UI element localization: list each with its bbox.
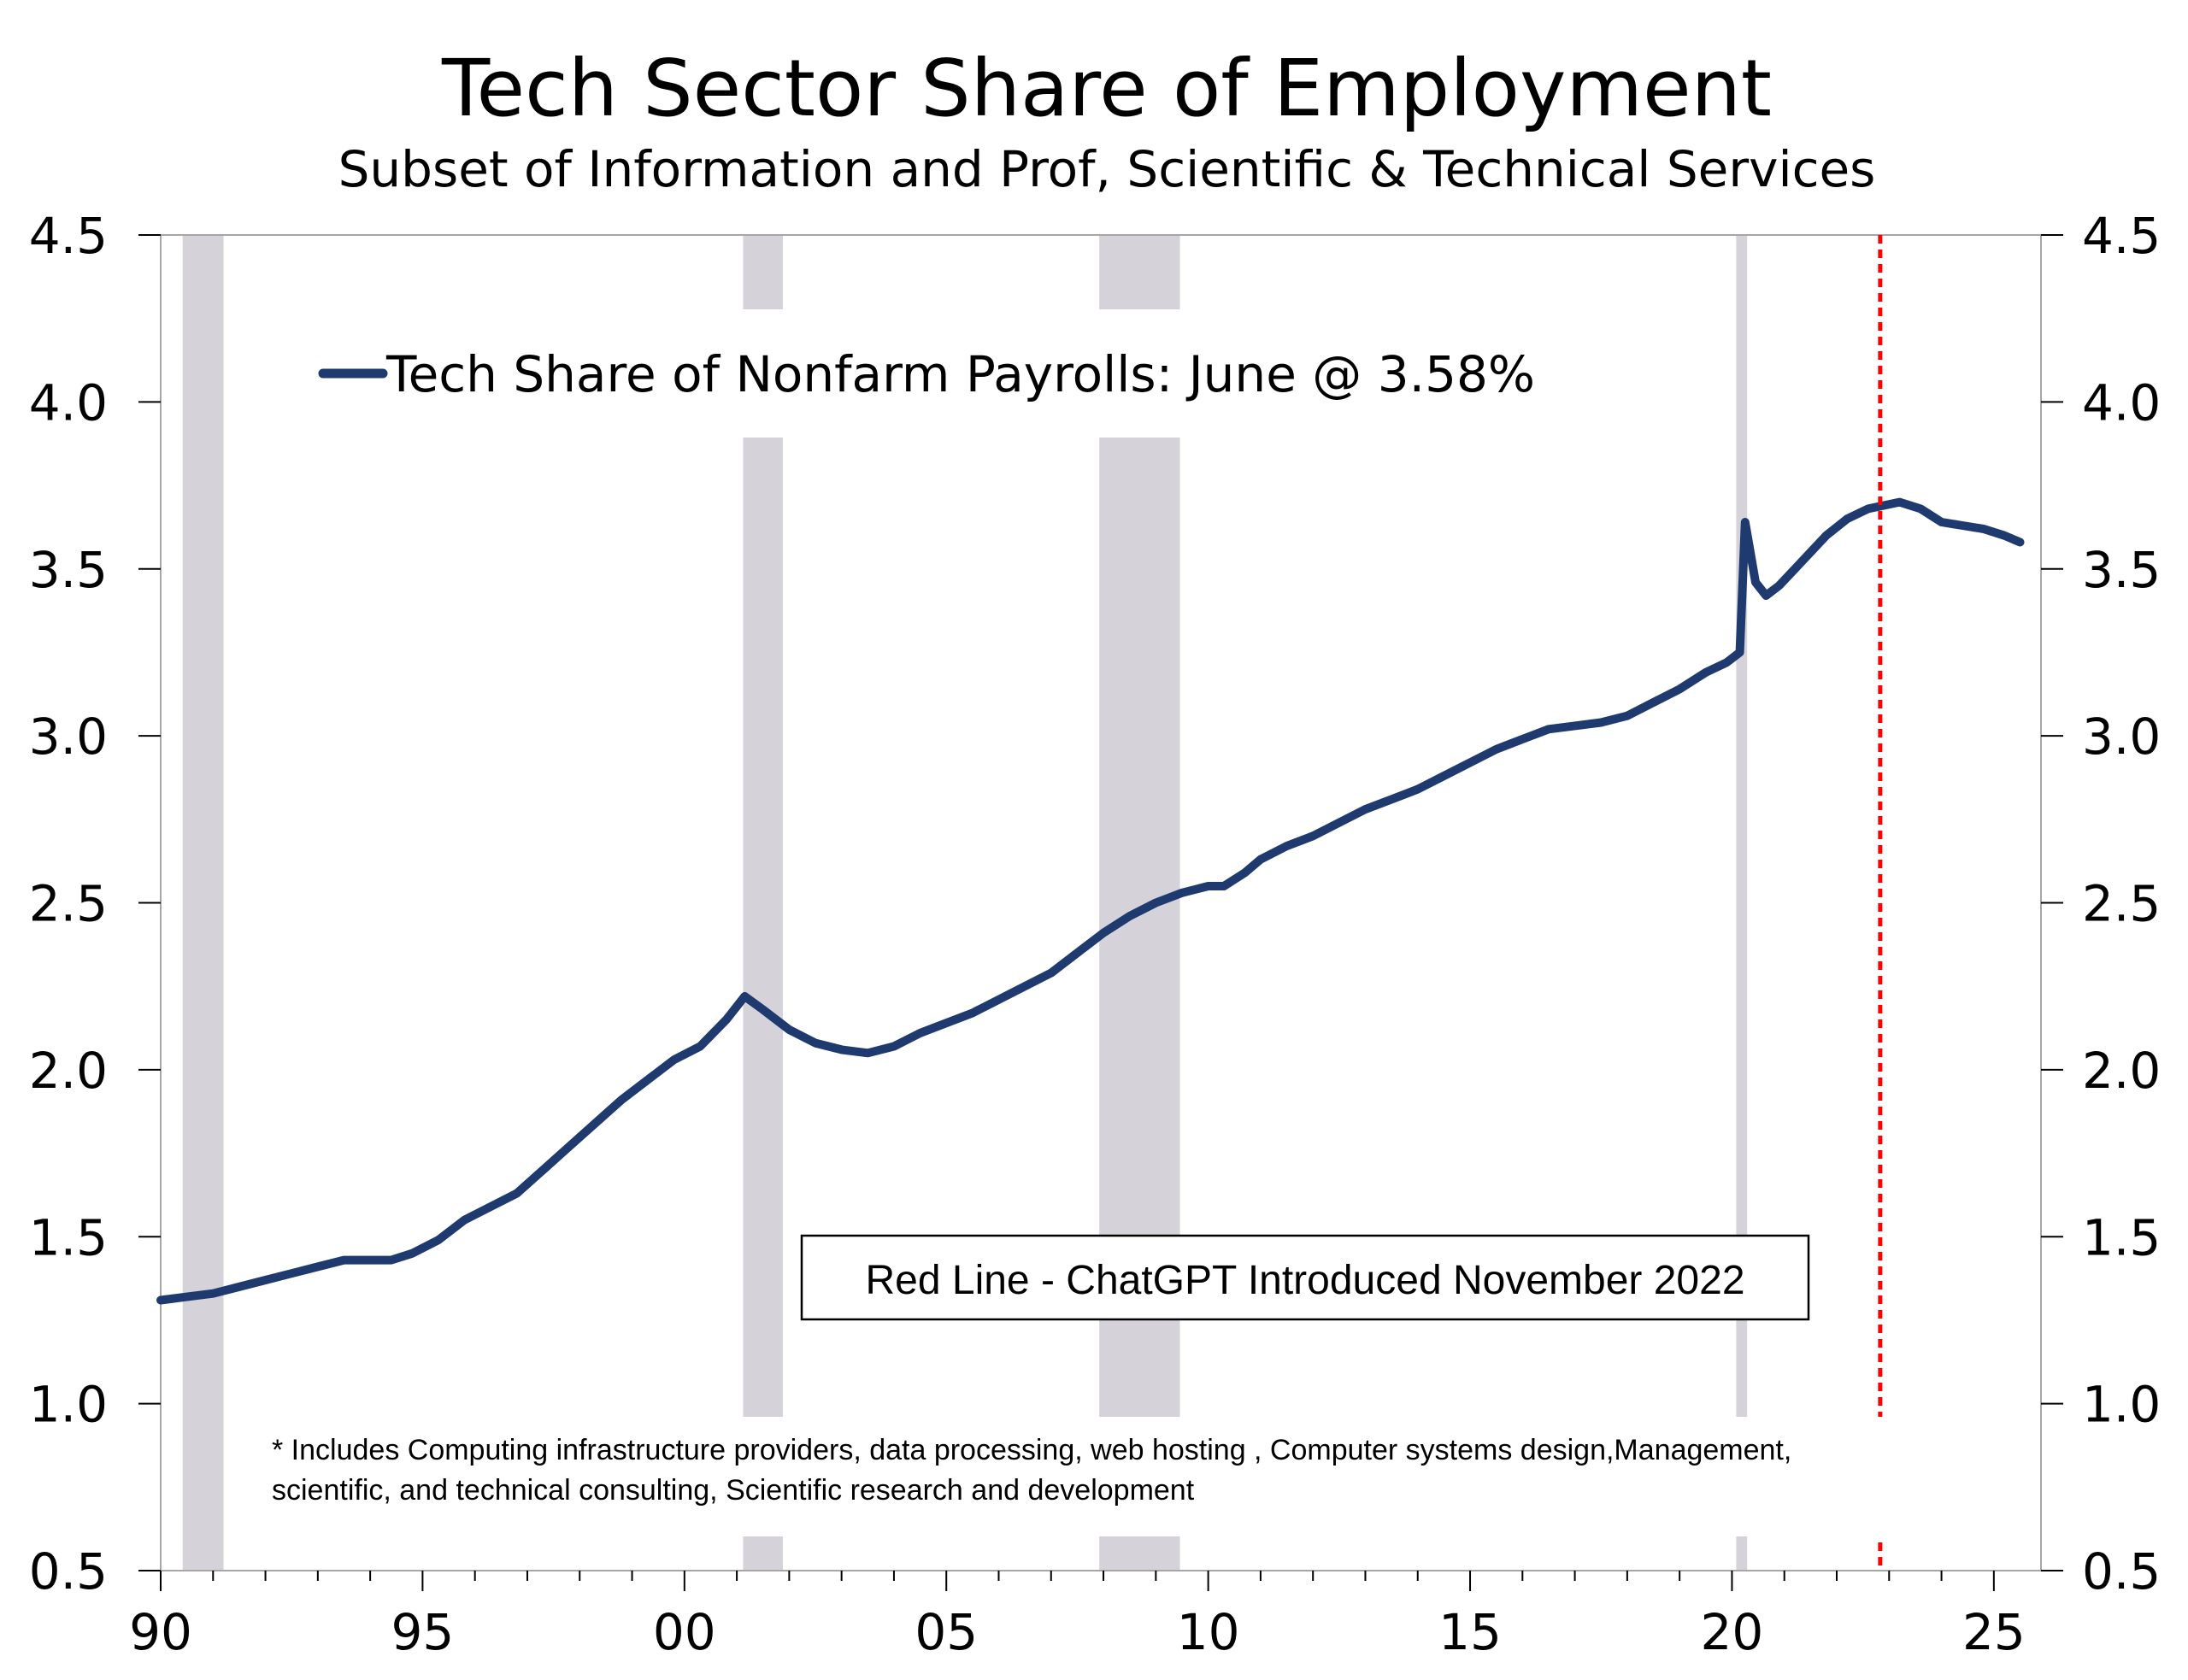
x-tick-label: 15 [1438,1603,1502,1661]
y-tick-label-left: 3.0 [29,708,108,766]
footnote: * Includes Computing infrastructure prov… [250,1417,1994,1536]
y-tick-label-left: 3.5 [29,541,108,599]
x-tick-label: 95 [391,1603,455,1661]
y-tick-label-right: 4.0 [2082,373,2161,432]
y-tick-label-right: 3.0 [2082,708,2161,766]
axis-ticks: 0.5 0.5 1.0 1.0 1.5 1.5 2.0 2.0 2.5 2.5 3.0 3.0 3.5 3… [29,207,2162,1661]
y-tick-label-right: 1.0 [2082,1376,2161,1434]
y-tick-label-right: 3.5 [2082,541,2161,599]
y-tick-label-right: 2.5 [2082,875,2161,933]
y-tick-label-left: 1.0 [29,1376,108,1434]
y-tick-label-left: 0.5 [29,1542,108,1601]
y-tick-label-right: 1.5 [2082,1208,2161,1266]
series-layer [156,497,2025,1305]
recession-band [1736,235,1748,1571]
x-tick-label: 05 [915,1603,978,1661]
legend: Tech Share of Nonfarm Payrolls: June @ 3… [229,309,1670,438]
x-tick-label: 10 [1177,1603,1240,1661]
chart-subtitle: Subset of Information and Prof, Scientif… [338,140,1876,198]
y-tick-label-left: 2.0 [29,1042,108,1100]
annotation-label: Red Line - ChatGPT Introduced November 2… [865,1258,1744,1303]
chart-title: Tech Sector Share of Employment [441,43,1772,134]
recession-band [182,235,224,1571]
y-tick-label-left: 4.5 [29,207,108,265]
footnote-line-2: scientific, and technical consulting, Sc… [272,1474,1195,1507]
legend-background [229,309,1670,438]
footnote-background [250,1417,1994,1536]
legend-label: Tech Share of Nonfarm Payrolls: June @ 3… [385,345,1535,403]
x-tick-label: 90 [129,1603,192,1661]
footnote-line-1: * Includes Computing infrastructure prov… [272,1434,1791,1466]
y-tick-label-right: 2.0 [2082,1042,2161,1100]
x-tick-label: 00 [653,1603,716,1661]
x-tick-label: 25 [1962,1603,2026,1661]
annotation-box: Red Line - ChatGPT Introduced November 2… [800,1234,1810,1321]
y-tick-label-left: 4.0 [29,373,108,432]
x-tick-label: 20 [1701,1603,1764,1661]
recession-band [743,235,784,1571]
y-tick-label-right: 4.5 [2082,207,2161,265]
annotation-box-border [800,1234,1810,1321]
series-line [156,497,2025,1305]
y-tick-label-left: 1.5 [29,1208,108,1266]
y-tick-label-right: 0.5 [2082,1542,2161,1601]
y-tick-label-left: 2.5 [29,875,108,933]
